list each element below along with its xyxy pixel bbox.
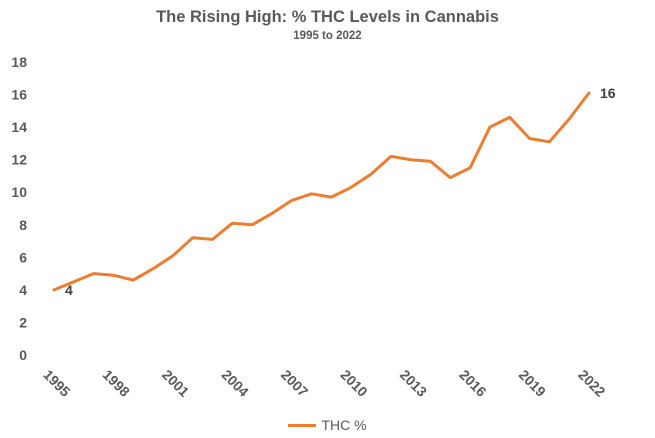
x-tick-label: 2022	[575, 366, 608, 399]
x-tick-label: 2016	[456, 366, 489, 399]
x-tick-label: 2019	[516, 366, 549, 399]
chart-subtitle: 1995 to 2022	[293, 30, 362, 42]
legend-label: THC %	[321, 417, 367, 433]
y-tick-label: 8	[19, 217, 27, 233]
y-tick-label: 4	[19, 282, 27, 298]
x-tick-label: 2010	[337, 366, 370, 399]
y-tick-label: 0	[19, 347, 27, 363]
y-tick-label: 6	[19, 249, 27, 265]
y-tick-label: 16	[11, 87, 27, 103]
x-tick-label: 2004	[219, 366, 252, 399]
data-label: 4	[65, 282, 73, 298]
x-tick-label: 1998	[100, 366, 133, 399]
chart-title: The Rising High: % THC Levels in Cannabi…	[156, 8, 499, 26]
x-tick-label: 1995	[40, 366, 73, 399]
y-tick-label: 12	[11, 152, 27, 168]
y-tick-label: 2	[19, 314, 27, 330]
series-line-thc	[52, 91, 591, 292]
x-tick-label: 2013	[397, 366, 430, 399]
legend: THC %	[0, 417, 655, 433]
y-tick-label: 10	[11, 184, 27, 200]
data-label: 16	[600, 85, 616, 101]
y-tick-label: 18	[11, 54, 27, 70]
x-tick-label: 2001	[159, 366, 192, 399]
y-tick-label: 14	[11, 119, 27, 135]
legend-swatch	[288, 423, 317, 427]
x-tick-label: 2007	[278, 366, 311, 399]
